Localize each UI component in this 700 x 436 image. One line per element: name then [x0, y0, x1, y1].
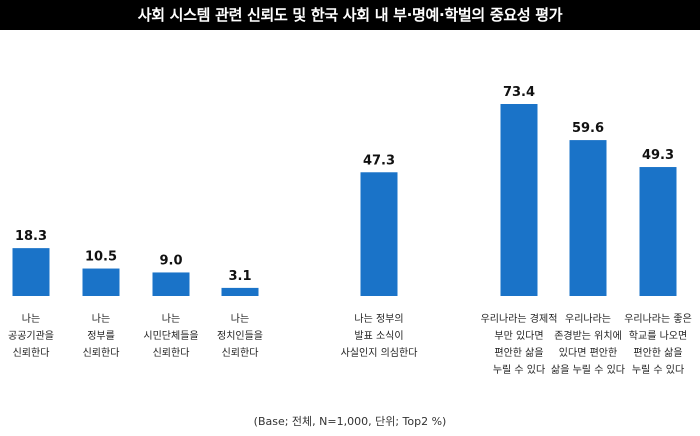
chart-title: 사회 시스템 관련 신뢰도 및 한국 사회 내 부·명예·학벌의 중요성 평가	[0, 0, 700, 30]
category-label-1: 나는 공공기관을 신뢰한다	[8, 313, 54, 359]
category-label-8: 우리나라는 좋은 학교를 나오면 편안한 삶을 누릴 수 있다	[624, 313, 692, 376]
bar-1	[12, 248, 50, 296]
bar-chart: 18.3 10.5 9.0 3.1 47.3 73.4 59.6 49.3 나는 공공기관을 신뢰…	[8, 85, 692, 376]
value-label-7: 59.6	[572, 121, 604, 136]
bar-8	[639, 167, 677, 296]
value-label-2: 10.5	[85, 250, 117, 265]
category-label-4: 나는 정치인들을 신뢰한다	[217, 313, 263, 359]
value-label-4: 3.1	[228, 269, 251, 284]
bar-4	[221, 287, 259, 296]
value-label-8: 49.3	[642, 148, 674, 163]
category-label-6: 우리나라는 경제적 부만 있다면 편안한 삶을 누릴 수 있다	[481, 312, 558, 376]
bar-7	[569, 140, 607, 296]
bar-5	[360, 172, 398, 296]
category-label-7: 우리나라는 존경받는 위치에 있다면 편안한 삶을 누릴 수 있다	[551, 313, 625, 376]
category-label-3: 나는 시민단체들을 신뢰한다	[143, 313, 198, 359]
bar-6	[500, 104, 538, 296]
category-label-2: 나는 정부를 신뢰한다	[83, 313, 120, 359]
value-label-5: 47.3	[363, 153, 395, 168]
category-label-5: 나는 정부의 발표 소식이 사실인지 의심한다	[341, 313, 418, 359]
value-label-3: 9.0	[159, 253, 182, 268]
value-label-1: 18.3	[15, 229, 47, 244]
value-label-6: 73.4	[503, 85, 535, 100]
bar-2	[82, 268, 120, 296]
bar-3	[152, 272, 190, 296]
chart-footnote: (Base; 전체, N=1,000, 단위; Top2 %)	[253, 415, 447, 428]
